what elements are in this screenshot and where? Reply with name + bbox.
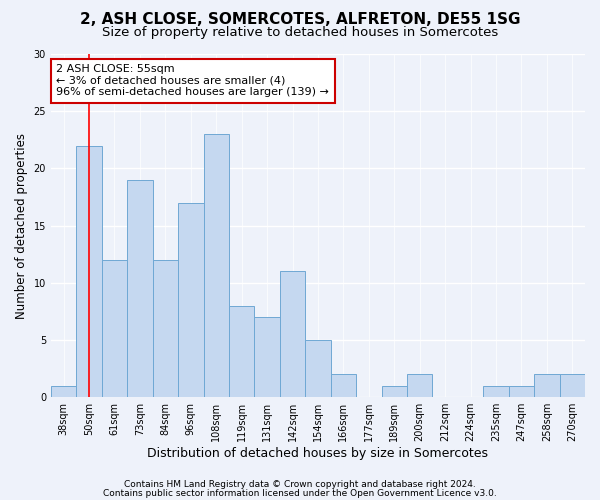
Bar <box>178 202 203 397</box>
X-axis label: Distribution of detached houses by size in Somercotes: Distribution of detached houses by size … <box>148 447 488 460</box>
Bar <box>560 374 585 397</box>
Bar <box>76 146 102 397</box>
Bar <box>509 386 534 397</box>
Bar <box>51 386 76 397</box>
Text: Contains HM Land Registry data © Crown copyright and database right 2024.: Contains HM Land Registry data © Crown c… <box>124 480 476 489</box>
Text: Contains public sector information licensed under the Open Government Licence v3: Contains public sector information licen… <box>103 489 497 498</box>
Text: Size of property relative to detached houses in Somercotes: Size of property relative to detached ho… <box>102 26 498 39</box>
Bar <box>382 386 407 397</box>
Bar <box>203 134 229 397</box>
Bar <box>483 386 509 397</box>
Bar <box>127 180 152 397</box>
Text: 2, ASH CLOSE, SOMERCOTES, ALFRETON, DE55 1SG: 2, ASH CLOSE, SOMERCOTES, ALFRETON, DE55… <box>80 12 520 28</box>
Bar <box>102 260 127 397</box>
Bar <box>407 374 433 397</box>
Bar <box>331 374 356 397</box>
Text: 2 ASH CLOSE: 55sqm
← 3% of detached houses are smaller (4)
96% of semi-detached : 2 ASH CLOSE: 55sqm ← 3% of detached hous… <box>56 64 329 98</box>
Bar <box>305 340 331 397</box>
Bar <box>229 306 254 397</box>
Bar <box>280 272 305 397</box>
Bar <box>534 374 560 397</box>
Y-axis label: Number of detached properties: Number of detached properties <box>15 132 28 318</box>
Bar <box>152 260 178 397</box>
Bar <box>254 317 280 397</box>
